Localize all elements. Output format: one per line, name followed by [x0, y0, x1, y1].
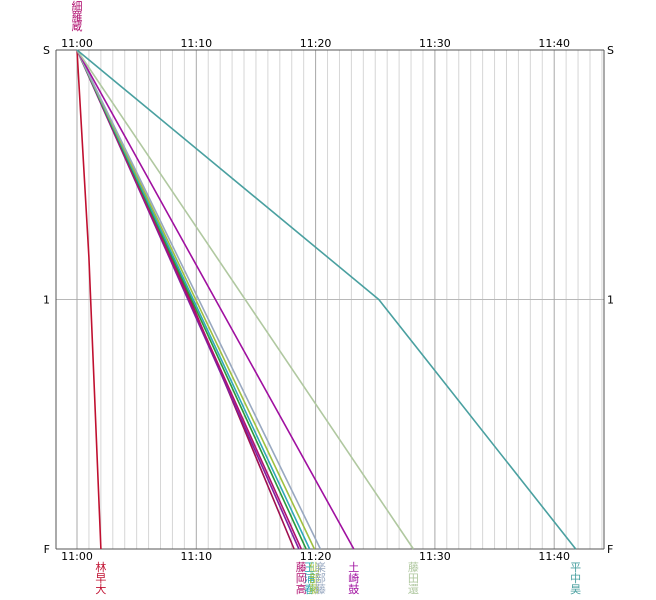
row-labels: S S 1 1 F F — [43, 44, 614, 556]
row-label-left: S — [43, 44, 50, 57]
finish-name-label: 高 — [296, 582, 307, 596]
finish-name-label: 林 — [95, 560, 106, 574]
finish-name-label: 中 — [570, 572, 581, 585]
start-name-label: 羅 — [72, 10, 83, 23]
row-label-left: F — [44, 543, 50, 556]
finish-name-label: 楽 — [315, 561, 326, 574]
x-tick-label-top: 11:30 — [419, 37, 451, 50]
row-label-right: F — [607, 543, 613, 556]
finish-name-label: 大 — [95, 582, 106, 596]
x-tick-label-bottom: 11:10 — [180, 550, 212, 563]
x-tick-label-bottom: 11:30 — [419, 550, 451, 563]
series-line — [76, 49, 577, 550]
tick-labels: 11:00 11:00 11:10 11:10 11:20 11:20 11:30 11:30… — [61, 37, 570, 563]
finish-name-label: 部 — [309, 571, 320, 585]
finish-name-label: 藤 — [309, 583, 320, 596]
finish-name-label: 岡 — [296, 572, 307, 585]
x-tick-label-bottom: 11:00 — [61, 550, 93, 563]
series-line — [76, 49, 415, 550]
finish-name-label: 平 — [570, 561, 581, 574]
finish-name-label: 藤 — [296, 561, 307, 574]
series-line — [76, 49, 102, 550]
row-label-right: S — [607, 44, 614, 57]
row-label-right: 1 — [607, 294, 614, 307]
finish-name-label: 還 — [408, 583, 419, 596]
series-lines — [76, 49, 577, 550]
finish-name-label: 藤 — [408, 561, 419, 574]
finish-name-label: 田 — [408, 572, 419, 585]
series-line — [76, 49, 355, 550]
series-line — [76, 49, 322, 550]
finish-name-label: 仙 — [309, 561, 320, 574]
x-tick-label-top: 11:40 — [538, 37, 570, 50]
finish-name-label: 崎 — [348, 571, 359, 585]
x-tick-label-bottom: 11:20 — [300, 550, 332, 563]
major-gridlines — [56, 50, 604, 549]
x-tick-label-top: 11:00 — [61, 37, 93, 50]
finish-name-label: 春 — [304, 583, 315, 596]
finish-name-label: 王 — [304, 561, 315, 574]
finish-name-label: 早 — [95, 572, 106, 585]
finish-name-label: 藤 — [315, 583, 326, 596]
finish-name-label: 鼓 — [348, 582, 359, 596]
finish-name-label: 土 — [348, 561, 359, 574]
start-name-label: 細 — [72, 0, 83, 13]
x-tick-label-bottom: 11:40 — [538, 550, 570, 563]
start-name-label: 蔵 — [72, 20, 83, 33]
finish-name-label: 昊 — [570, 583, 581, 596]
series-line — [76, 49, 316, 550]
finish-name-label: 部 — [315, 571, 326, 585]
row-label-left: 1 — [43, 294, 50, 307]
x-tick-label-top: 11:20 — [300, 37, 332, 50]
finish-name-label: 浦 — [304, 572, 315, 585]
plot-frame — [55, 49, 605, 550]
x-tick-label-top: 11:10 — [180, 37, 212, 50]
